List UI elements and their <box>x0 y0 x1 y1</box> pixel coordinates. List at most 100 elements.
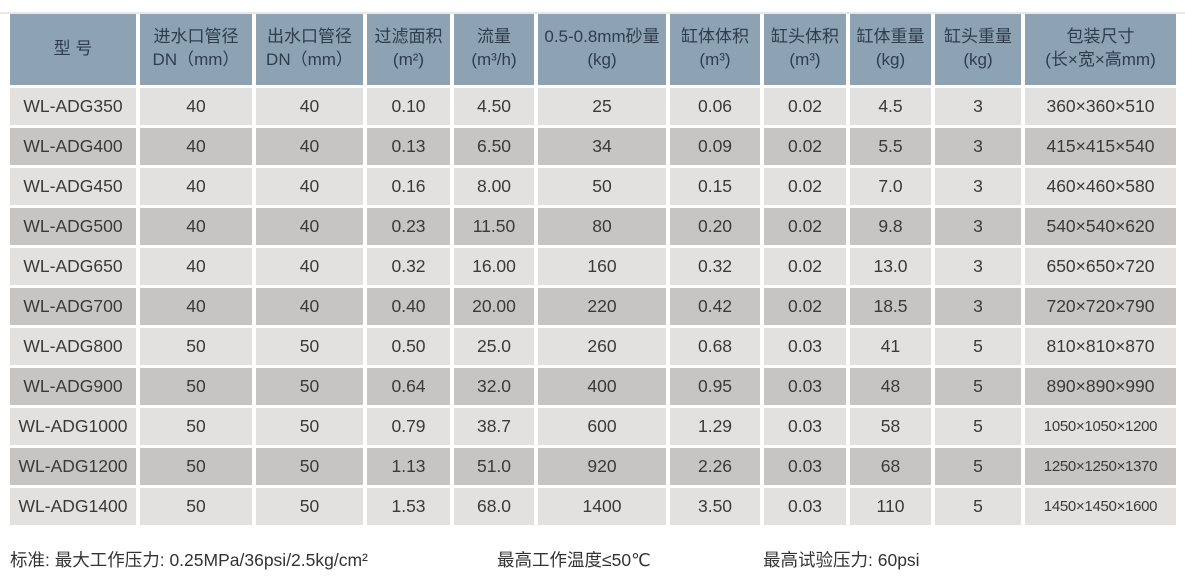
header-line1: 过滤面积 <box>374 27 443 47</box>
data-cell-tank-weight: 110 <box>850 488 931 525</box>
data-cell-inlet-diameter: 40 <box>140 128 252 165</box>
data-cell-outlet-diameter: 40 <box>256 288 363 325</box>
data-cell-sand-amount: 220 <box>538 288 666 325</box>
data-cell-filter-area: 0.32 <box>367 248 450 285</box>
data-cell-package-size: 890×890×990 <box>1025 368 1176 405</box>
header-row: 型 号 进水口管径 DN（mm） 出水口管径 DN（mm） 过滤面积 (m²) 流量 (m³/h… <box>10 13 1176 85</box>
table-row-WL-ADG1200: WL-ADG1200 50 50 1.13 51.0 920 2.26 0.03 68 5 1250… <box>10 448 1176 485</box>
data-cell-tank-weight: 9.8 <box>850 208 931 245</box>
model-cell: WL-ADG800 <box>10 328 136 365</box>
header-cell-flow-rate: 流量 (m³/h) <box>454 13 534 85</box>
data-cell-sand-amount: 50 <box>538 168 666 205</box>
data-cell-package-size: 460×460×580 <box>1025 168 1176 205</box>
data-cell-tank-weight: 5.5 <box>850 128 931 165</box>
data-cell-package-size: 650×650×720 <box>1025 248 1176 285</box>
header-line2: (m³) <box>699 50 731 69</box>
data-cell-sand-amount: 34 <box>538 128 666 165</box>
data-cell-filter-area: 0.40 <box>367 288 450 325</box>
data-cell-inlet-diameter: 50 <box>140 328 252 365</box>
header-line1: 包装尺寸 <box>1066 27 1135 47</box>
data-cell-inlet-diameter: 40 <box>140 248 252 285</box>
data-cell-tank-weight: 18.5 <box>850 288 931 325</box>
data-cell-head-volume: 0.02 <box>764 128 846 165</box>
table-row-WL-ADG1000: WL-ADG1000 50 50 0.79 38.7 600 1.29 0.03 58 5 1050… <box>10 408 1176 445</box>
data-cell-outlet-diameter: 40 <box>256 248 363 285</box>
header-cell-head-volume: 缸头体积 (m³) <box>764 13 846 85</box>
data-cell-inlet-diameter: 50 <box>140 368 252 405</box>
model-cell: WL-ADG350 <box>10 88 136 125</box>
data-cell-inlet-diameter: 50 <box>140 408 252 445</box>
data-cell-filter-area: 0.13 <box>367 128 450 165</box>
data-cell-flow-rate: 4.50 <box>454 88 534 125</box>
header-line1: 0.5-0.8mm砂量 <box>544 27 660 47</box>
data-cell-package-size: 1050×1050×1200 <box>1025 408 1176 445</box>
data-cell-tank-weight: 68 <box>850 448 931 485</box>
data-cell-head-weight: 5 <box>935 408 1021 445</box>
data-cell-tank-weight: 48 <box>850 368 931 405</box>
header-cell-tank-weight: 缸体重量 (kg) <box>850 13 931 85</box>
table-row-WL-ADG800: WL-ADG800 50 50 0.50 25.0 260 0.68 0.03 41 5 810×8… <box>10 328 1176 365</box>
data-cell-head-weight: 3 <box>935 208 1021 245</box>
data-cell-tank-volume: 0.06 <box>670 88 760 125</box>
header-line2: (长×宽×高mm) <box>1045 50 1156 69</box>
model-cell: WL-ADG1200 <box>10 448 136 485</box>
data-cell-head-volume: 0.02 <box>764 248 846 285</box>
data-cell-inlet-diameter: 40 <box>140 168 252 205</box>
data-cell-outlet-diameter: 40 <box>256 128 363 165</box>
table-row-WL-ADG450: WL-ADG450 40 40 0.16 8.00 50 0.15 0.02 7.0 3 460×4… <box>10 168 1176 205</box>
data-cell-flow-rate: 32.0 <box>454 368 534 405</box>
data-cell-head-volume: 0.03 <box>764 448 846 485</box>
data-cell-outlet-diameter: 50 <box>256 448 363 485</box>
header-line2: (m²) <box>392 50 425 69</box>
data-cell-filter-area: 0.23 <box>367 208 450 245</box>
table-row-WL-ADG500: WL-ADG500 40 40 0.23 11.50 80 0.20 0.02 9.8 3 540×… <box>10 208 1176 245</box>
data-cell-tank-weight: 58 <box>850 408 931 445</box>
data-cell-package-size: 810×810×870 <box>1025 328 1176 365</box>
data-cell-head-volume: 0.02 <box>764 168 846 205</box>
header-line2: (kg) <box>875 50 906 69</box>
data-cell-package-size: 720×720×790 <box>1025 288 1176 325</box>
data-cell-outlet-diameter: 40 <box>256 168 363 205</box>
header-cell-head-weight: 缸头重量 (kg) <box>935 13 1021 85</box>
spec-table-body: WL-ADG350 40 40 0.10 4.50 25 0.06 0.02 4.5 3 360×3… <box>10 88 1176 525</box>
header-line2: (m³) <box>789 50 821 69</box>
data-cell-tank-volume: 0.15 <box>670 168 760 205</box>
data-cell-inlet-diameter: 40 <box>140 208 252 245</box>
data-cell-flow-rate: 20.00 <box>454 288 534 325</box>
data-cell-package-size: 540×540×620 <box>1025 208 1176 245</box>
data-cell-tank-volume: 2.26 <box>670 448 760 485</box>
header-cell-tank-volume: 缸体体积 (m³) <box>670 13 760 85</box>
data-cell-tank-volume: 0.32 <box>670 248 760 285</box>
data-cell-tank-volume: 1.29 <box>670 408 760 445</box>
data-cell-tank-weight: 7.0 <box>850 168 931 205</box>
data-cell-filter-area: 0.10 <box>367 88 450 125</box>
model-cell: WL-ADG1400 <box>10 488 136 525</box>
data-cell-outlet-diameter: 40 <box>256 208 363 245</box>
data-cell-outlet-diameter: 50 <box>256 328 363 365</box>
spec-table: 型 号 进水口管径 DN（mm） 出水口管径 DN（mm） 过滤面积 (m²) 流量 (m³/h… <box>6 10 1180 528</box>
table-row-WL-ADG900: WL-ADG900 50 50 0.64 32.0 400 0.95 0.03 48 5 890×8… <box>10 368 1176 405</box>
table-row-WL-ADG700: WL-ADG700 40 40 0.40 20.00 220 0.42 0.02 18.5 3 72… <box>10 288 1176 325</box>
table-row-WL-ADG350: WL-ADG350 40 40 0.10 4.50 25 0.06 0.02 4.5 3 360×3… <box>10 88 1176 125</box>
footer-max-temperature: 最高工作温度≤50℃ <box>497 550 651 570</box>
header-line2: (m³/h) <box>471 50 517 69</box>
page-top-divider <box>0 12 1185 14</box>
data-cell-sand-amount: 80 <box>538 208 666 245</box>
spec-table-header: 型 号 进水口管径 DN（mm） 出水口管径 DN（mm） 过滤面积 (m²) 流量 (m³/h… <box>10 13 1176 85</box>
data-cell-tank-volume: 3.50 <box>670 488 760 525</box>
data-cell-head-weight: 3 <box>935 248 1021 285</box>
footer-notes: 标准: 最大工作压力: 0.25MPa/36psi/2.5kg/cm² 最高工作… <box>0 547 1185 573</box>
data-cell-head-volume: 0.02 <box>764 208 846 245</box>
header-line2: (kg) <box>963 50 993 69</box>
data-cell-flow-rate: 11.50 <box>454 208 534 245</box>
data-cell-inlet-diameter: 40 <box>140 288 252 325</box>
data-cell-outlet-diameter: 50 <box>256 408 363 445</box>
data-cell-filter-area: 0.16 <box>367 168 450 205</box>
data-cell-outlet-diameter: 50 <box>256 368 363 405</box>
data-cell-tank-volume: 0.95 <box>670 368 760 405</box>
data-cell-head-volume: 0.02 <box>764 288 846 325</box>
data-cell-flow-rate: 6.50 <box>454 128 534 165</box>
data-cell-flow-rate: 16.00 <box>454 248 534 285</box>
data-cell-sand-amount: 600 <box>538 408 666 445</box>
data-cell-sand-amount: 400 <box>538 368 666 405</box>
